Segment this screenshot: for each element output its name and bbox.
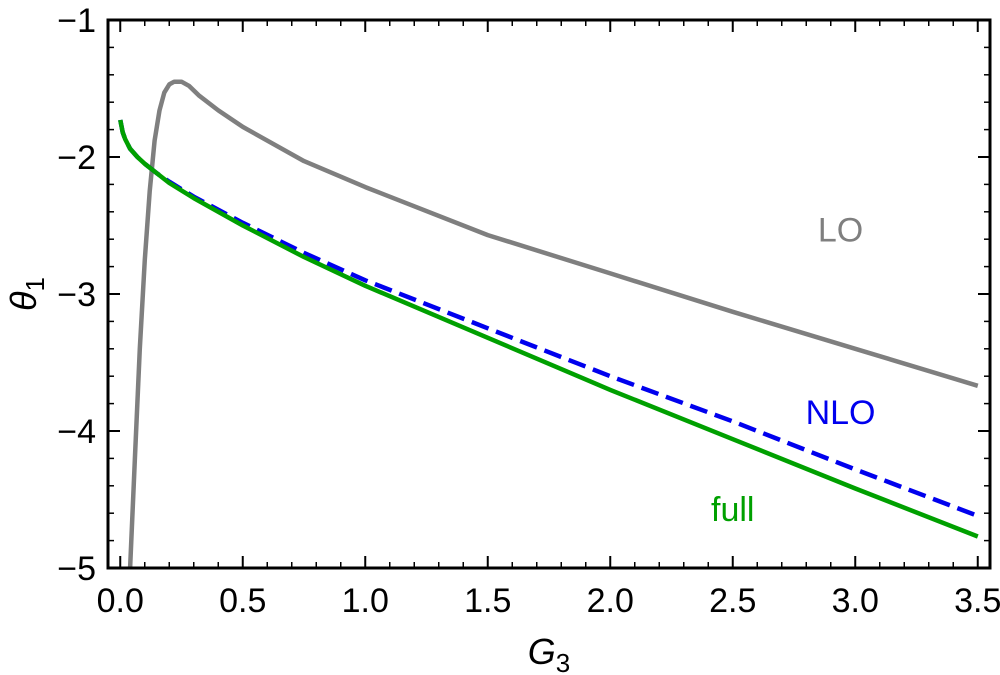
series-layer <box>118 79 979 569</box>
y-tick-label: −2 <box>57 139 96 177</box>
plot-frame <box>106 18 992 570</box>
annotations-layer: LO NLO full <box>711 212 875 529</box>
series-label-lo: LO <box>818 212 863 250</box>
x-axis-label-sub: 3 <box>556 648 570 675</box>
x-tick-label: 1.5 <box>464 582 511 620</box>
y-axis-label-main: θ <box>3 291 44 311</box>
x-tick-label: 1.0 <box>342 582 389 620</box>
series-nlo-line <box>118 119 979 519</box>
x-tick-label: 2.0 <box>587 582 634 620</box>
series-label-nlo: NLO <box>806 394 876 432</box>
x-axis-label: G3 <box>528 631 570 675</box>
y-axis-label-sub: 1 <box>20 277 50 291</box>
x-axis-label-main: G <box>528 631 556 672</box>
y-tick-label: −1 <box>57 2 96 40</box>
x-tick-label: 0.0 <box>97 582 144 620</box>
series-lo-line <box>127 79 979 569</box>
series-full-line <box>118 119 979 539</box>
x-tick-label: 2.5 <box>709 582 756 620</box>
y-tick-label: −3 <box>57 276 96 314</box>
x-tick-label: 3.0 <box>832 582 879 620</box>
ticks-layer <box>108 19 990 569</box>
x-tick-label: 0.5 <box>219 582 266 620</box>
series-label-full: full <box>711 491 754 529</box>
x-tick-label: 3.5 <box>954 582 1000 620</box>
y-axis-label: θ1 <box>3 277 50 311</box>
y-tick-label: −5 <box>57 550 96 588</box>
labels-layer: 0.0 0.5 1.0 1.5 2.0 2.5 3.0 3.5 −5 −4 −3 −2 −1 <box>57 2 1000 620</box>
y-tick-label: −4 <box>57 413 96 451</box>
